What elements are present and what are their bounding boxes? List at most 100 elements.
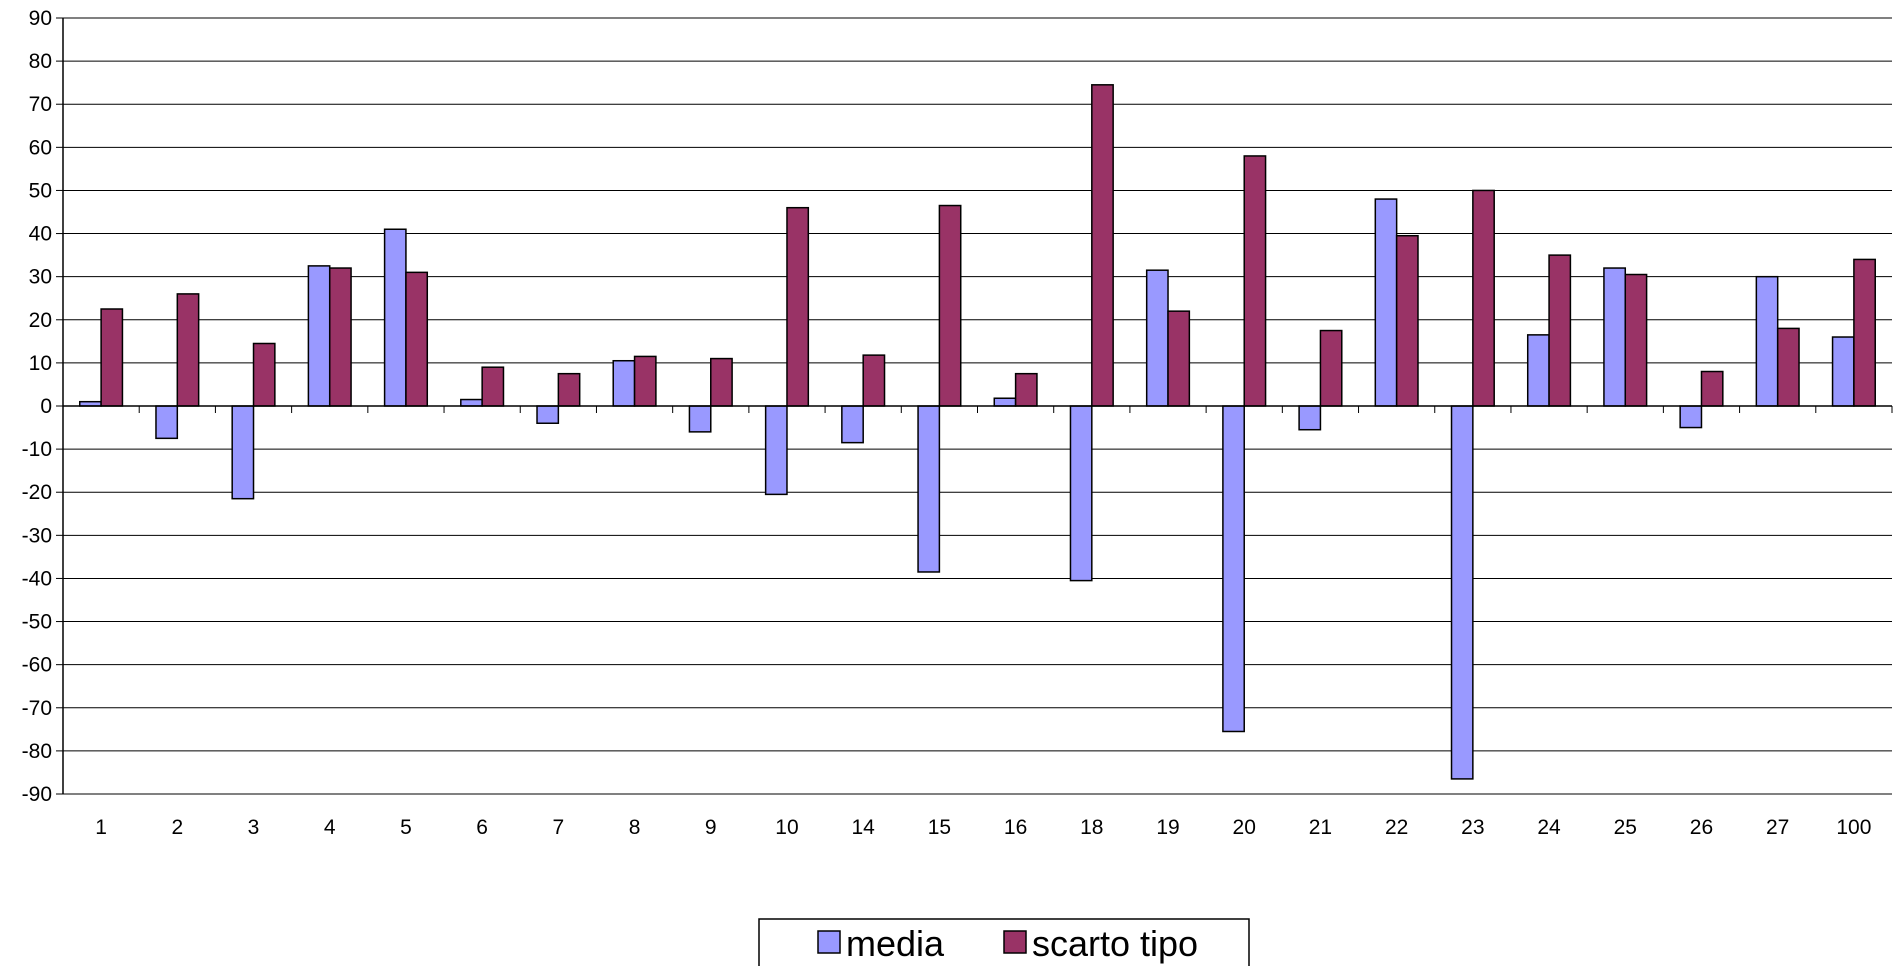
x-tick-label: 6 [476, 816, 488, 839]
y-tick-label: -50 [22, 611, 52, 634]
bar-media-7 [536, 405, 560, 424]
x-tick-label: 19 [1156, 816, 1179, 839]
y-tick-label: -90 [22, 783, 52, 806]
x-tick-label: 26 [1690, 816, 1713, 839]
x-tick-label: 8 [629, 816, 641, 839]
x-tick-label: 20 [1233, 816, 1256, 839]
y-tick-label: -30 [22, 524, 52, 547]
x-tick-label: 5 [400, 816, 412, 839]
y-tick-label: 40 [29, 223, 52, 246]
x-tick-label: 24 [1537, 816, 1561, 839]
bar-scarto-tipo-4 [328, 267, 352, 407]
bars [79, 84, 1876, 780]
bar-scarto-tipo-3 [252, 342, 276, 407]
bar-media-19 [1145, 269, 1169, 407]
bar-media-23 [1450, 405, 1474, 780]
bar-media-26 [1679, 405, 1703, 429]
bar-scarto-tipo-22 [1395, 234, 1419, 407]
bar-scarto-tipo-100 [1853, 258, 1876, 407]
x-tick-label: 4 [324, 816, 336, 839]
bar-scarto-tipo-21 [1319, 329, 1343, 407]
legend: media scarto tipo [758, 918, 1250, 966]
bar-media-15 [917, 405, 941, 573]
bar-scarto-tipo-23 [1472, 189, 1495, 407]
y-tick-label: 20 [29, 309, 52, 332]
y-tick-label: 90 [29, 7, 52, 30]
bar-scarto-tipo-24 [1548, 254, 1572, 407]
x-tick-labels: 1 2 3 4 5 6 7 8 9 10 14 15 16 18 19 20 21 22 23 24 25 26 27 100 [95, 816, 1871, 839]
bar-media-10 [764, 405, 788, 496]
x-tick-label: 23 [1461, 816, 1484, 839]
bar-scarto-tipo-15 [938, 204, 962, 407]
bar-scarto-tipo-1 [100, 308, 124, 407]
x-tick-label: 18 [1080, 816, 1103, 839]
bar-scarto-tipo-2 [176, 293, 200, 407]
x-tick-label: 100 [1836, 816, 1871, 839]
bar-media-25 [1603, 267, 1627, 407]
bar-scarto-tipo-20 [1243, 155, 1267, 407]
bar-media-100 [1831, 336, 1855, 407]
bar-media-8 [612, 359, 636, 407]
x-tick-label: 7 [553, 816, 565, 839]
x-tick-label: 25 [1614, 816, 1637, 839]
bar-scarto-tipo-27 [1776, 327, 1800, 407]
x-tick-label: 2 [171, 816, 183, 839]
bar-media-16 [993, 397, 1017, 407]
bar-scarto-tipo-6 [481, 366, 505, 407]
legend-swatch-media [817, 930, 841, 954]
x-tick-label: 27 [1766, 816, 1789, 839]
x-tick-label: 9 [705, 816, 717, 839]
bar-scarto-tipo-18 [1091, 84, 1114, 407]
bar-scarto-tipo-9 [710, 357, 733, 407]
legend-label-media: media [846, 923, 945, 964]
x-tick-label: 3 [248, 816, 260, 839]
bar-media-21 [1298, 405, 1322, 431]
bar-scarto-tipo-25 [1624, 273, 1648, 407]
legend-label-scarto-tipo: scarto tipo [1032, 923, 1198, 964]
bar-media-22 [1374, 198, 1398, 407]
bar-media-5 [383, 228, 407, 407]
bar-scarto-tipo-26 [1700, 370, 1724, 407]
y-tick-label: 50 [29, 179, 52, 202]
y-tick-label: -20 [22, 481, 52, 504]
bar-media-14 [841, 405, 864, 444]
y-tick-labels: 90 80 70 60 50 40 30 20 10 0 -10 -20 -30 -40 -50 -60 -70… [22, 7, 52, 806]
bar-media-2 [155, 405, 179, 440]
bar-scarto-tipo-19 [1167, 310, 1191, 407]
y-tick-label: -70 [22, 697, 52, 720]
gridlines [56, 17, 1892, 795]
bar-scarto-tipo-5 [405, 271, 429, 407]
x-tick-label: 16 [1004, 816, 1027, 839]
y-tick-label: 10 [29, 352, 52, 375]
bar-media-3 [231, 405, 255, 500]
x-tick-label: 10 [775, 816, 798, 839]
y-tick-label: 70 [29, 93, 52, 116]
x-tick-label: 22 [1385, 816, 1408, 839]
bar-media-20 [1222, 405, 1245, 733]
bar-media-24 [1526, 334, 1550, 407]
y-tick-label: -10 [22, 438, 52, 461]
y-tick-label: -60 [22, 654, 52, 677]
bar-scarto-tipo-14 [862, 354, 886, 407]
axes [62, 18, 1893, 794]
x-tick-label: 21 [1309, 816, 1332, 839]
bar-media-18 [1069, 405, 1093, 582]
y-tick-label: 30 [29, 266, 52, 289]
y-tick-label: 0 [40, 395, 52, 418]
y-tick-label: 80 [29, 50, 52, 73]
legend-swatch-scarto-tipo [1003, 930, 1027, 954]
y-tick-label: -80 [22, 740, 52, 763]
bar-scarto-tipo-10 [786, 206, 810, 407]
x-tick-label: 1 [95, 816, 107, 839]
bar-media-4 [307, 265, 331, 407]
y-tick-label: -40 [22, 567, 52, 590]
bar-scarto-tipo-7 [557, 372, 581, 407]
bar-scarto-tipo-8 [633, 355, 657, 407]
bar-scarto-tipo-16 [1014, 372, 1038, 407]
bar-media-27 [1755, 275, 1779, 407]
bar-media-6 [460, 398, 483, 407]
x-tick-label: 14 [852, 816, 876, 839]
bar-media-9 [688, 405, 712, 433]
y-tick-label: 60 [29, 136, 52, 159]
